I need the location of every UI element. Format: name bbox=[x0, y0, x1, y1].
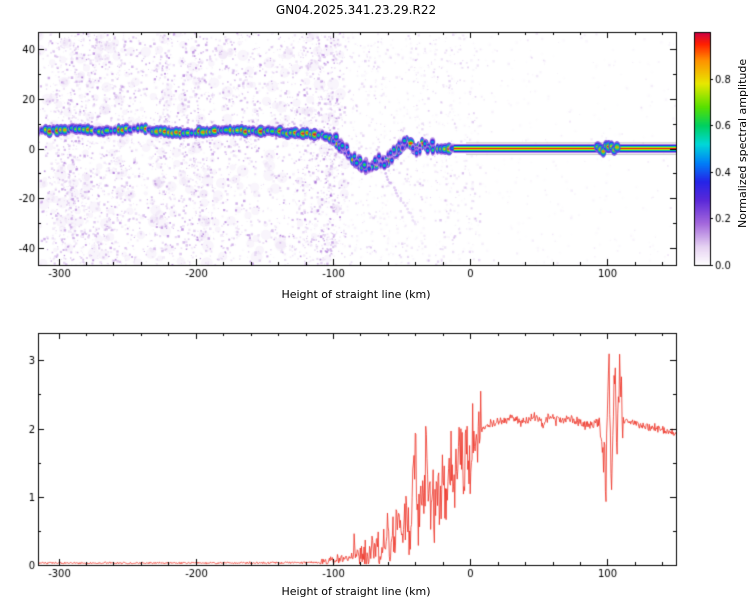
snr-x-axis-label: Height of straight line (km) bbox=[281, 585, 431, 598]
snr-canvas bbox=[0, 315, 750, 585]
colorbar-label: Normalized spectral amplitude bbox=[736, 58, 749, 228]
colorbar-canvas bbox=[690, 18, 750, 288]
figure-title: GN04.2025.341.23.29.R22 bbox=[275, 3, 437, 17]
spectrogram-canvas bbox=[0, 18, 690, 288]
spectrogram-x-axis-label: Height of straight line (km) bbox=[281, 288, 431, 301]
